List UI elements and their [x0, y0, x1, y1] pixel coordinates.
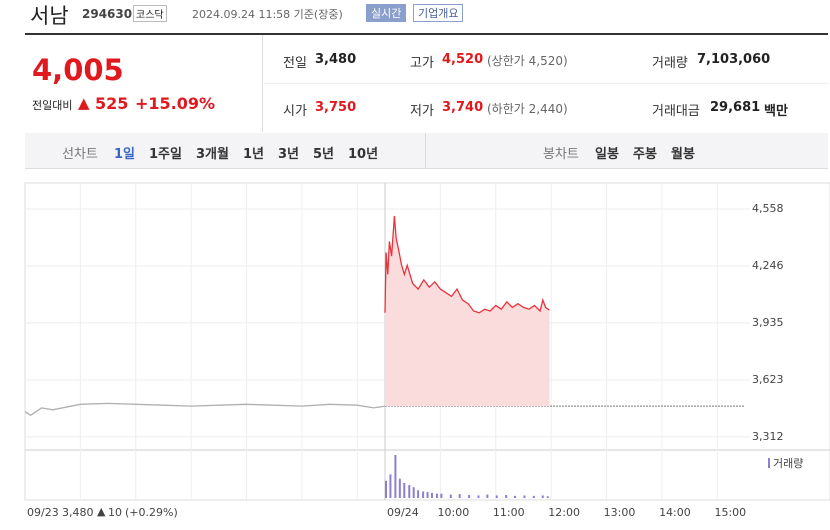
- price-line: [384, 215, 550, 314]
- volume-bar: [477, 495, 480, 498]
- tab-bar: [25, 133, 828, 169]
- volume-bar: [486, 494, 489, 498]
- company-button[interactable]: 기업개요: [413, 4, 464, 22]
- stat-label: 전일: [283, 56, 307, 71]
- stat-value: 3,750: [315, 100, 357, 115]
- volume-bar: [389, 474, 392, 498]
- y-tick-label: 4,558: [752, 202, 784, 215]
- tab-group-label: 선차트: [62, 147, 98, 162]
- volume-bar: [440, 493, 443, 498]
- volume-bar: [449, 494, 452, 498]
- change: 525: [95, 94, 129, 113]
- volume-bar: [398, 478, 401, 498]
- volume-bar: [394, 455, 397, 498]
- volume-bar: [541, 495, 544, 498]
- divider: [262, 83, 828, 84]
- y-tick-label: 4,246: [752, 259, 784, 272]
- prev-change: 10: [108, 506, 122, 519]
- volume-bar: [505, 494, 508, 498]
- volume-bar: [435, 493, 438, 498]
- tab[interactable]: 1일: [114, 147, 136, 162]
- plot-frame: [24, 182, 830, 501]
- x-tick-label: 10:00: [438, 506, 470, 519]
- stat-label: 시가: [283, 104, 307, 119]
- stat-unit: 백만: [764, 104, 788, 119]
- stat-label: 저가: [410, 104, 434, 119]
- tab[interactable]: 일봉: [595, 147, 619, 162]
- tab[interactable]: 주봉: [633, 147, 657, 162]
- y-tick-label: 3,312: [752, 430, 784, 443]
- volume-bar: [412, 487, 415, 498]
- tab[interactable]: 10년: [348, 147, 379, 162]
- tab[interactable]: 5년: [313, 147, 335, 162]
- volume-bar: [523, 495, 526, 498]
- chart: 4,558 4,246 3,935 3,623 3,312 10:00 11:00 12:00…: [24, 182, 830, 519]
- stat-label: 거래량: [652, 56, 688, 71]
- stat-value: 3,480: [315, 52, 357, 67]
- prev-change-pct: (+0.29%): [125, 506, 178, 519]
- stat-note: (상한가 4,520): [487, 54, 568, 68]
- x-tick-label: 15:00: [714, 506, 746, 519]
- price-line: [24, 402, 386, 417]
- legend-label: 거래량: [773, 457, 803, 470]
- day-label: 09/24: [387, 506, 419, 519]
- y-tick-label: 3,623: [752, 373, 784, 386]
- tab[interactable]: 3년: [278, 147, 300, 162]
- volume-bar: [385, 480, 387, 498]
- up-arrow: ▲: [78, 94, 90, 112]
- stat-label: 고가: [410, 56, 434, 71]
- stock-name: 서남: [30, 4, 69, 28]
- volume-bar: [426, 491, 429, 498]
- market-badge: 코스닥: [133, 5, 167, 22]
- x-tick-label: 11:00: [493, 506, 525, 519]
- volume-bar: [403, 482, 406, 498]
- y-tick-label: 3,935: [752, 316, 784, 329]
- x-tick-label: 12:00: [548, 506, 580, 519]
- stat-label: 거래대금: [652, 104, 700, 119]
- volume-bar: [417, 490, 420, 498]
- volume-bar: [532, 495, 535, 498]
- change-pct: +15.09%: [135, 94, 216, 113]
- up-arrow: ▲: [97, 505, 106, 518]
- volume-bar: [546, 496, 549, 498]
- tab[interactable]: 1주일: [149, 147, 182, 162]
- x-tick-label: 13:00: [604, 506, 636, 519]
- tab[interactable]: 3개월: [196, 147, 229, 162]
- stat-value: 7,103,060: [697, 52, 771, 67]
- volume-bar: [514, 495, 517, 498]
- tab[interactable]: 월봉: [671, 147, 695, 162]
- legend-swatch: [768, 458, 770, 468]
- volume-bar: [408, 485, 411, 498]
- volume-bar: [422, 491, 425, 498]
- quote-box: [25, 33, 828, 136]
- volume-bar: [495, 495, 498, 498]
- volume-bar: [468, 494, 471, 498]
- realtime-button[interactable]: 실시간: [366, 4, 407, 22]
- stock-code: 294630: [82, 7, 133, 21]
- stat-value: 29,681: [710, 100, 761, 115]
- volume-bar: [430, 492, 433, 498]
- tab[interactable]: 1년: [243, 147, 265, 162]
- stat-value: 3,740: [442, 100, 484, 115]
- stat-note: (하한가 2,440): [487, 102, 568, 116]
- x-tick-label: 14:00: [659, 506, 691, 519]
- datetime: 2024.09.24 11:58 기준(장중): [192, 8, 343, 21]
- price: 4,005: [32, 53, 124, 87]
- volume-bar: [458, 494, 461, 498]
- day-label: 09/23: [27, 506, 59, 519]
- prev-close: 3,480: [62, 506, 94, 519]
- change-label: 전일대비: [32, 99, 73, 112]
- tab-group-label: 봉차트: [543, 147, 579, 162]
- area: [385, 215, 550, 407]
- stat-value: 4,520: [442, 52, 484, 67]
- divider: [425, 133, 426, 168]
